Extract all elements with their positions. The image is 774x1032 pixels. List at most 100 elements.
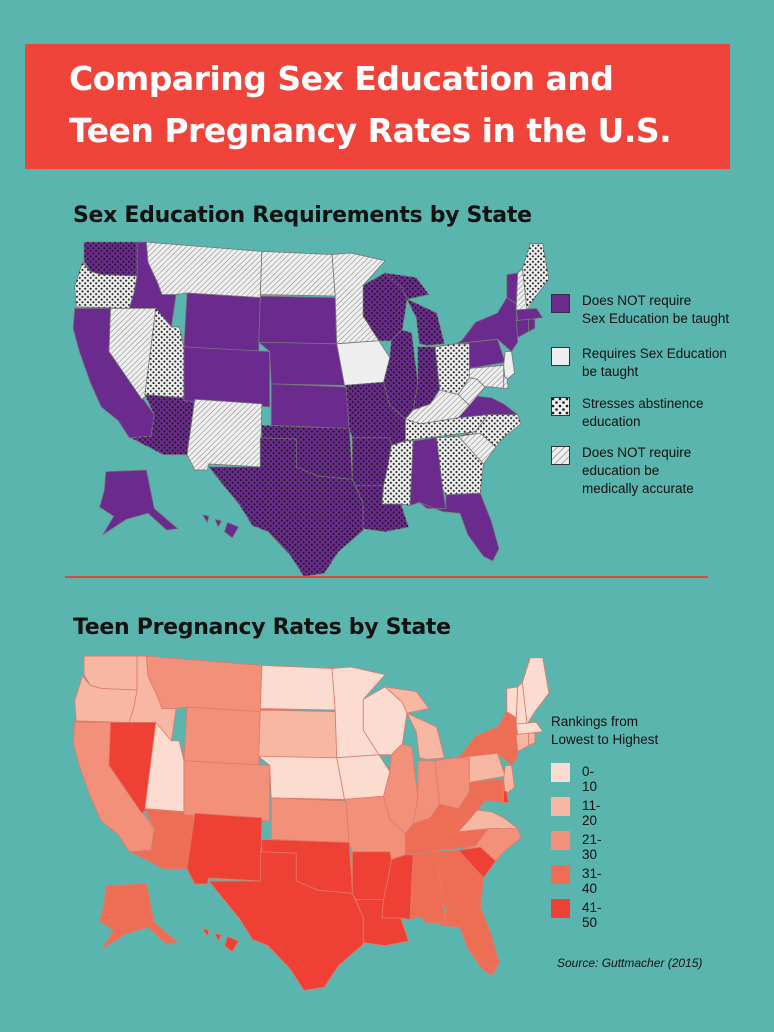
legend-label-line: Stresses abstinence xyxy=(582,396,704,411)
legend-title-line: Lowest to Highest xyxy=(551,732,659,747)
legend-label-line: education be xyxy=(582,463,660,478)
state-la-pattern xyxy=(355,485,409,532)
legend-label-line: Requires Sex Education xyxy=(582,346,727,361)
legend-label: 11-20 xyxy=(582,798,601,828)
legend-title: Rankings from Lowest to Highest xyxy=(551,713,721,749)
legend-swatch xyxy=(551,831,570,850)
state-tx xyxy=(208,851,364,991)
state-nj xyxy=(503,351,516,382)
state-ak xyxy=(99,469,179,536)
state-ma xyxy=(515,307,544,322)
state-md xyxy=(468,778,505,803)
state-tn-pattern xyxy=(405,414,489,441)
section-divider xyxy=(65,576,708,578)
state-az-pattern xyxy=(130,394,195,455)
state-nv xyxy=(108,721,157,814)
state-ne xyxy=(257,755,346,800)
state-mn-pattern xyxy=(332,252,386,344)
legend-label-abstinence: Stresses abstinence education xyxy=(582,395,757,431)
state-nd-pattern xyxy=(260,251,336,297)
state-ri xyxy=(528,318,536,333)
state-co xyxy=(183,760,271,822)
legend-swatch-purple xyxy=(551,294,570,313)
legend-swatch xyxy=(551,797,570,816)
state-nv-pattern xyxy=(109,308,156,400)
state-in-pattern xyxy=(413,346,440,411)
legend-swatch-dots xyxy=(551,397,570,416)
state-co xyxy=(183,346,271,408)
legend-label-line: medically accurate xyxy=(582,481,694,496)
state-ne xyxy=(257,341,346,386)
state-ok-pattern xyxy=(261,425,353,480)
state-nc-pattern xyxy=(458,414,521,447)
state-vt xyxy=(506,686,519,719)
state-hi xyxy=(201,928,240,953)
state-fl xyxy=(419,492,500,562)
state-sc-pattern xyxy=(458,433,496,464)
state-wi-pattern xyxy=(363,272,407,341)
legend-label-line: Sex Education be taught xyxy=(582,311,730,326)
state-hi xyxy=(201,514,240,539)
state-wv-pattern xyxy=(458,377,485,406)
legend-label-line: Does NOT require xyxy=(582,445,692,460)
teen-pregnancy-legend: Rankings from Lowest to Highest 0-10 11-… xyxy=(551,713,751,930)
legend-swatch-white xyxy=(551,347,570,366)
sex-education-map xyxy=(72,241,550,577)
sex-education-map-title: Sex Education Requirements by State xyxy=(73,203,532,228)
legend-label: 21-30 xyxy=(582,832,602,862)
state-sd xyxy=(258,709,338,759)
state-nm-pattern xyxy=(187,399,262,471)
state-vt xyxy=(506,272,519,305)
state-ga-pattern xyxy=(436,436,484,495)
state-wa-pattern xyxy=(84,242,138,277)
state-me xyxy=(521,657,550,726)
state-ia xyxy=(336,754,391,800)
state-ar-pattern xyxy=(352,437,392,486)
state-mo-pattern xyxy=(344,382,406,446)
state-ks xyxy=(270,383,350,429)
state-ct xyxy=(515,318,530,339)
state-wy xyxy=(183,706,261,766)
state-ri xyxy=(528,732,536,747)
legend-label: 0-10 xyxy=(582,764,598,794)
state-ms-pattern xyxy=(382,440,414,506)
state-ky-pattern xyxy=(405,390,470,424)
state-md-pattern xyxy=(469,365,504,389)
legend-label-not-required: Does NOT require Sex Education be taught xyxy=(582,292,757,328)
source-citation: Source: Guttmacher (2015) xyxy=(557,956,703,970)
state-ct xyxy=(515,732,530,753)
legend-label-line: Does NOT require xyxy=(582,293,692,308)
state-ks xyxy=(270,797,350,843)
state-nd xyxy=(259,664,336,711)
state-fl xyxy=(419,906,500,976)
legend-swatch-hatch xyxy=(551,446,570,465)
state-ut-pattern xyxy=(144,308,187,398)
state-wy xyxy=(183,292,261,352)
state-wa xyxy=(83,655,138,691)
state-ia xyxy=(336,340,391,386)
legend-swatch xyxy=(551,763,570,782)
state-mi xyxy=(383,686,445,760)
teen-pregnancy-map xyxy=(72,655,550,991)
legend-label-line: be taught xyxy=(582,364,639,379)
state-ma xyxy=(515,721,544,736)
state-sd xyxy=(258,295,338,345)
legend-label-line: education xyxy=(582,414,641,429)
state-mt-pattern xyxy=(146,242,262,298)
legend-swatch xyxy=(551,865,570,884)
title-line-1: Comparing Sex Education and xyxy=(69,59,614,98)
state-tx-pattern xyxy=(208,437,364,577)
state-il-pattern xyxy=(383,329,418,420)
legend-label: 31-40 xyxy=(582,866,602,896)
legend-title-line: Rankings from xyxy=(551,714,639,729)
state-or-pattern xyxy=(74,262,138,309)
state-oh-pattern xyxy=(435,343,470,395)
state-mi-pattern xyxy=(385,272,445,346)
state-me-pattern xyxy=(522,243,549,310)
state-nc xyxy=(458,828,522,862)
state-nh-pattern xyxy=(516,268,528,310)
state-ak xyxy=(99,883,179,950)
title-banner: Comparing Sex Education and Teen Pregnan… xyxy=(25,44,730,169)
legend-label-not-accurate: Does NOT require education be medically … xyxy=(582,444,757,498)
